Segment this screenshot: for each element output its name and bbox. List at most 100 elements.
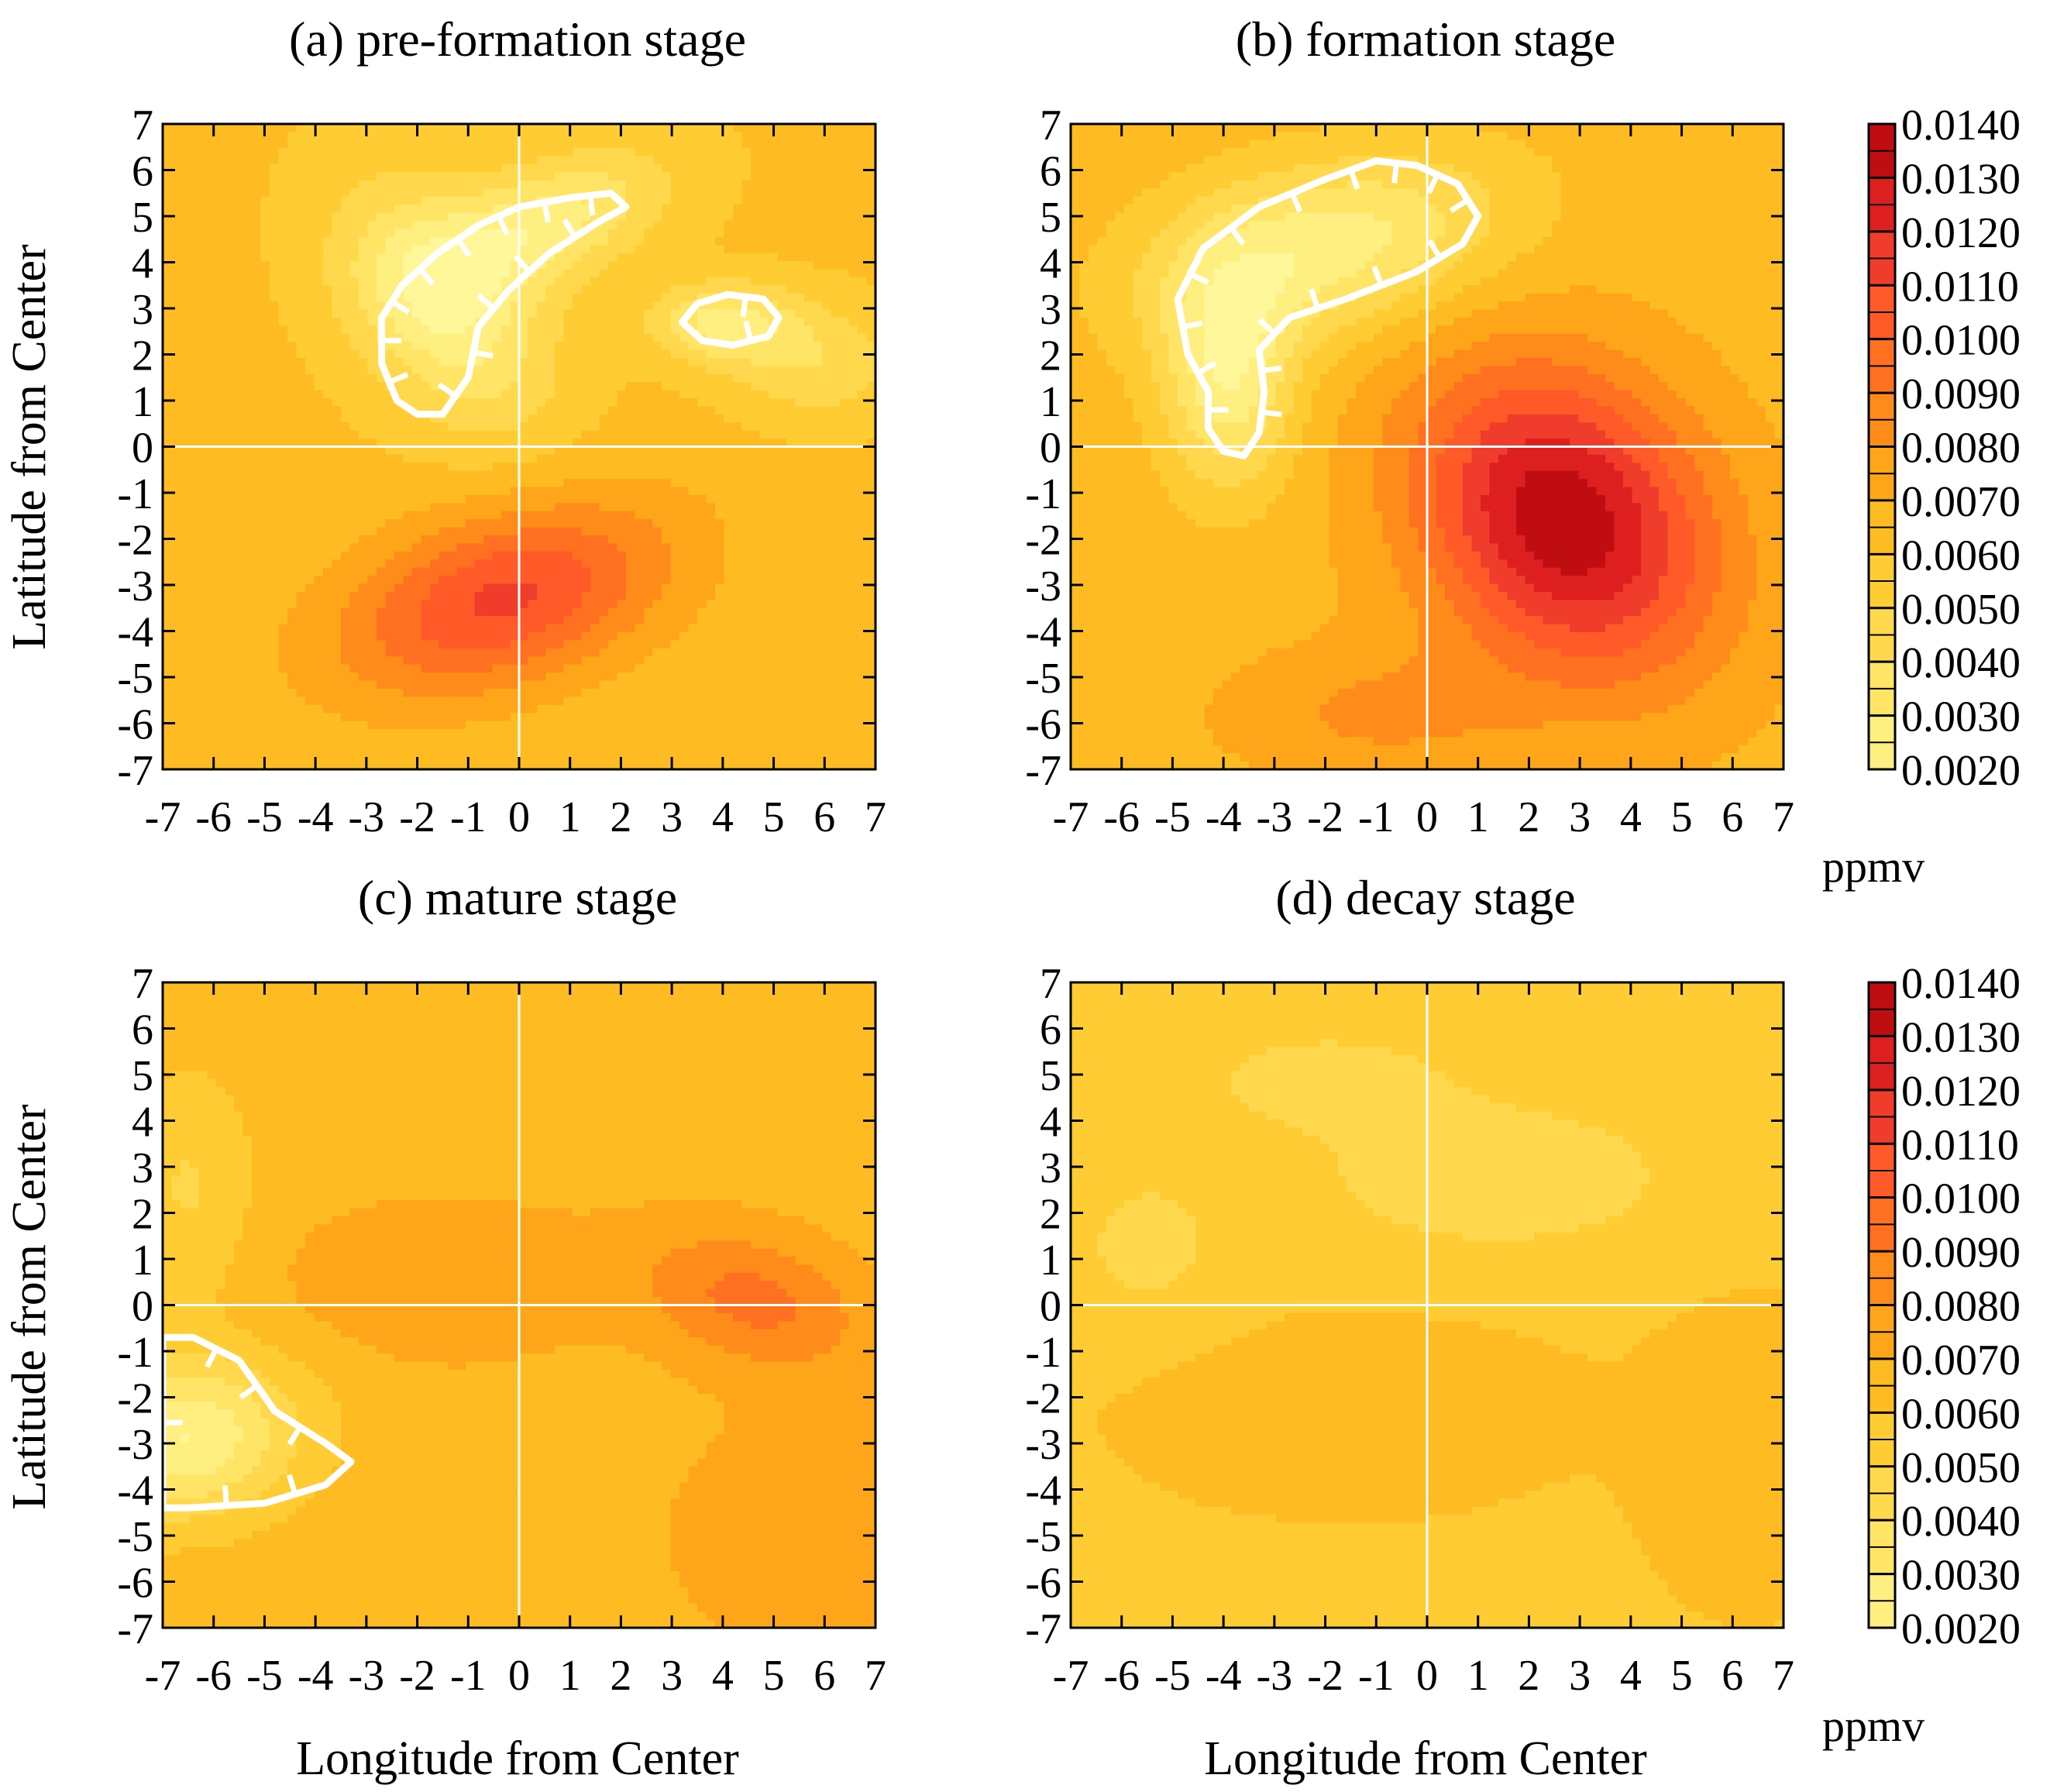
panel-b-xtick-label: -4 [1206,793,1242,841]
colorbar-tick-label: 0.0140 [1901,101,2021,150]
panel-c-field [163,982,875,1628]
panel-d-ytick-label: -7 [1025,1605,1061,1653]
panel-b-hatch-mark [1427,239,1443,260]
colorbar-tick-label: 0.0020 [1901,747,2021,795]
panel-a-ytick-label: 7 [132,101,153,150]
panel-c-title: (c) mature stage [358,870,677,925]
panel-b-xtick-label: -3 [1257,793,1293,841]
panel-b-hatch-mark [1257,318,1277,336]
panel-c-hatch-mark [287,1426,303,1446]
panel-c-ytick-label: -6 [117,1560,153,1608]
panel-a-xtick-label: 1 [559,793,581,841]
panel-d-ytick-label: 5 [1040,1052,1061,1100]
panel-c-ytick-label: 0 [132,1283,153,1331]
panel-a-xtick-label: -4 [298,793,334,841]
panel-b-hatch-mark [1371,265,1384,287]
panel-c-ytick-label: -1 [117,1329,153,1377]
panel-c-hatch-mark [222,1485,229,1506]
colorbar-tick-label: 0.0030 [1901,693,2021,741]
panel-a-xtick-label: -3 [349,793,385,841]
panel-c-ytick-label: -7 [117,1605,153,1653]
panel-c-xtick-label: 5 [763,1652,785,1700]
panel-a-xtick-label: 3 [661,793,683,841]
panel-d-xtick-label: 6 [1722,1652,1743,1700]
panel-c-xtick-label: -7 [145,1652,181,1700]
panel-a-ytick-label: -4 [117,609,153,657]
panel-a-hatch-mark [390,299,411,315]
panel-d-ytick-label: 4 [1040,1099,1061,1147]
panel-a-hatch-mark [562,218,578,239]
panel-a-hatch-mark [743,320,754,342]
panel-b-hatch-mark [1348,169,1360,191]
colorbar-tick-label: 0.0140 [1901,960,2021,1008]
panel-d-xtick-label: 4 [1620,1652,1642,1700]
panel-a-hatch-mark [740,296,748,318]
panel-c-ytick-label: -3 [117,1421,153,1469]
panel-d-ytick-label: 0 [1040,1283,1061,1331]
panel-b-hatch-mark [1188,271,1210,286]
panel-b-ytick-label: 6 [1040,148,1061,196]
panel-a-xtick-label: -6 [195,793,232,841]
panel-b-xtick-label: 1 [1467,793,1489,841]
panel-a-ytick-label: 3 [132,286,153,334]
panel-b-ytick-label: -7 [1025,747,1061,795]
panel-b-ytick-label: 0 [1040,425,1061,473]
panel-c-hatch-mark [205,1347,219,1368]
panel-a-title: (a) pre-formation stage [289,12,746,67]
panel-d-ytick-label: -3 [1025,1421,1061,1469]
panel-a-hatch-mark [456,237,472,258]
panel-a-ytick-label: -2 [117,517,153,565]
panel-c-hatch-mark [239,1383,259,1400]
panel-b-title: (b) formation stage [1236,12,1616,67]
colorbar-unit-bottom: ppmv [1822,1701,1924,1751]
panel-b-xtick-label: 5 [1671,793,1693,841]
panel-a-ytick-label: 5 [132,194,153,242]
panel-c-min-contour [163,1333,355,1512]
y-axis-label-bottom: Latitude from Center [3,1104,56,1510]
panel-b: (b) formation stage -7 -6 -5 -4 -3 -2 -1 0 1 2 3 4 5… [1025,12,1794,841]
panel-d-ytick-label: -5 [1025,1513,1061,1561]
colorbar-tick-label: 0.0080 [1901,425,2021,473]
panel-b-xtick-label: 7 [1773,793,1794,841]
panel-b-ytick-label: -6 [1025,701,1061,749]
panel-d-ytick-label: 7 [1040,960,1061,1008]
panel-c-xtick-label: -3 [349,1652,385,1700]
panel-d-xtick-label: -4 [1206,1652,1242,1700]
panel-d-xtick-label: -1 [1358,1652,1395,1700]
y-axis-label-top: Latitude from Center [3,244,56,650]
colorbar-tick-label: 0.0070 [1901,478,2021,526]
panel-b-hatch-mark [1182,320,1203,330]
panel-a-xtick-label: 0 [508,793,530,841]
panel-b-min-contour [1174,157,1482,459]
panel-a-ytick-label: -7 [117,747,153,795]
panel-a-ytick-label: 1 [132,378,153,426]
colorbar-tick-label: 0.0090 [1901,370,2021,418]
panel-b-xtick-label: -5 [1154,793,1191,841]
panel-c-xtick-label: -4 [298,1652,334,1700]
colorbar-tick-label: 0.0060 [1901,1390,2021,1438]
panel-c-xtick-label: 7 [865,1652,886,1700]
panel-d-xtick-label: -6 [1103,1652,1140,1700]
panel-d-ytick-label: -4 [1025,1467,1061,1515]
panel-a-ytick-label: 6 [132,148,153,196]
panel-d-xtick-label: 0 [1416,1652,1438,1700]
colorbar-tick-label: 0.0040 [1901,639,2021,687]
panel-a-xtick-label: -7 [145,793,181,841]
colorbar-tick-label: 0.0060 [1901,531,2021,580]
panel-a-min-contour [678,291,783,349]
panel-c-ytick-label: 6 [132,1006,153,1054]
panel-a-xtick-label: 6 [813,793,835,841]
panel-c-xtick-label: 0 [508,1652,530,1700]
panel-b-xtick-label: 3 [1569,793,1591,841]
panel-a-hatch-mark [388,372,409,385]
panel-b-field [1071,124,1783,769]
panel-a-hatch-mark [587,194,596,216]
panel-c-ytick-label: 4 [132,1099,153,1147]
panel-c-ytick-label: 1 [132,1237,153,1285]
panel-a-xtick-label: -2 [399,793,435,841]
panel-b-hatch-mark [1426,173,1440,194]
panel-b-xtick-label: 4 [1620,793,1642,841]
panel-d: (d) decay stage -7 -6 -5 -4 -3 -2 -1 0 1 2 3 4 5 6 776… [1025,870,1794,1700]
panel-a-xtick-label: 5 [763,793,785,841]
panel-a-xtick-label: 7 [865,793,886,841]
